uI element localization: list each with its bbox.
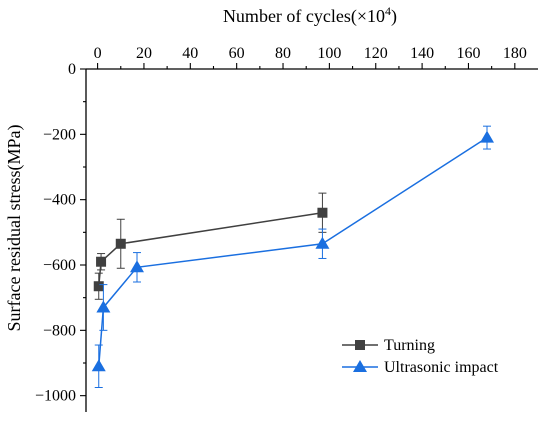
y-tick-label--600: −600 [43,257,76,274]
marker-0-3 [317,207,328,218]
y-tick-label-0: 0 [68,61,76,78]
y-ticks: 0 −200 −400 −600 −800 −1000 [35,61,86,405]
legend-label-0: Turning [384,337,435,354]
x-tick-label-100: 100 [317,45,341,62]
plot-area [91,125,495,388]
legend-marker-0 [355,340,365,350]
y-tick-label--1000: −1000 [35,388,76,405]
marker-0-1 [96,256,107,267]
marker-1-3 [315,236,330,249]
legend-label-1: Ultrasonic impact [384,359,499,376]
x-axis-title-superscript: 4 [385,4,391,18]
x-tick-label-80: 80 [275,45,291,62]
y-tick-label--200: −200 [43,126,76,143]
legend: Turning Ultrasonic impact [342,337,499,376]
y-tick-label--400: −400 [43,192,76,209]
x-tick-label-60: 60 [229,45,245,62]
x-tick-label-40: 40 [182,45,198,62]
marker-1-4 [480,130,495,143]
x-tick-label-180: 180 [503,45,527,62]
series-line-0 [98,211,323,287]
marker-1-0 [91,359,106,372]
y-axis-title: Surface residual stress(MPa) [4,125,25,332]
marker-0-2 [115,238,126,249]
series-1 [91,125,495,388]
x-ticks: 0 20 40 60 80 100 120 140 160 180 [94,45,527,69]
x-tick-label-0: 0 [94,45,102,62]
x-axis-title: Number of cycles(×104) [223,4,397,27]
marker-0-0 [93,281,104,292]
axes [85,68,538,412]
x-tick-label-140: 140 [410,45,434,62]
series-0 [93,192,328,300]
x-tick-label-160: 160 [456,45,480,62]
y-tick-label--800: −800 [43,322,76,339]
x-tick-label-20: 20 [136,45,152,62]
x-axis-title-end: ) [391,6,397,27]
series-line-1 [98,136,488,367]
x-axis-title-main: Number of cycles(×10 [223,6,385,27]
legend-marker-1 [353,360,367,372]
marker-1-2 [129,260,144,273]
marker-1-1 [96,300,111,313]
x-tick-label-120: 120 [364,45,388,62]
